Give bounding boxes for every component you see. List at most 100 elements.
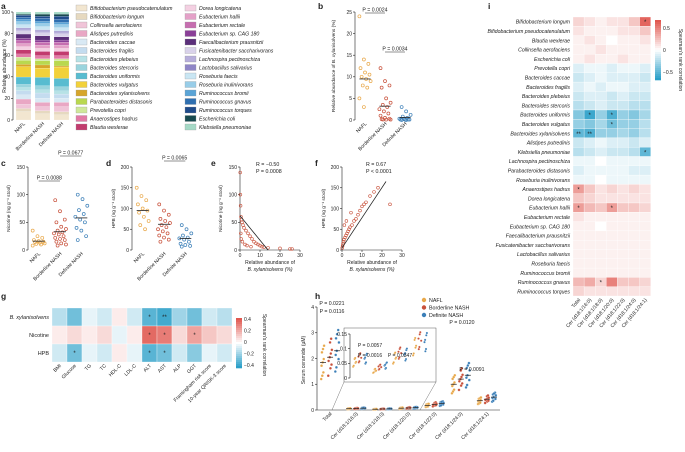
heatmap-cell xyxy=(639,267,651,278)
data-point xyxy=(146,219,151,223)
data-point xyxy=(329,366,332,370)
data-point xyxy=(405,347,409,350)
p-value-label: P = 0.0221 xyxy=(319,301,344,307)
stacked-bar-segment xyxy=(53,86,70,91)
colorbar-tick-label: −0.5 xyxy=(663,70,673,76)
significance-marker: * xyxy=(644,150,647,156)
data-point xyxy=(360,204,364,209)
colorbar-segment xyxy=(655,24,661,27)
heatmap-cell xyxy=(639,184,651,194)
data-point xyxy=(184,227,189,232)
data-point xyxy=(59,224,64,229)
y-tick-label: 0 xyxy=(344,376,347,382)
data-point xyxy=(464,386,468,389)
heatmap-cell xyxy=(595,54,607,64)
colorbar-segment xyxy=(655,32,661,35)
data-point xyxy=(384,96,388,101)
p-value-label: P = 0.0120 xyxy=(449,320,474,326)
data-point xyxy=(142,214,146,219)
panel-label-b: b xyxy=(318,1,323,11)
heatmap-cell xyxy=(639,26,651,36)
heatmap-cell xyxy=(583,221,596,232)
row-label: Bacteroides fragilis xyxy=(526,85,570,91)
legend-label: NAFL xyxy=(429,298,443,304)
heatmap-cell xyxy=(201,343,218,363)
data-point xyxy=(320,364,323,368)
stacked-bar-segment xyxy=(34,55,51,59)
data-point xyxy=(465,366,469,370)
y-tick-label: 0 xyxy=(7,118,10,124)
row-label: Roseburia faecis xyxy=(531,261,570,267)
stacked-bar-segment xyxy=(53,22,70,25)
heatmap-cell xyxy=(639,156,651,166)
stacked-bar-segment xyxy=(15,98,32,105)
heatmap-cell xyxy=(628,230,640,241)
data-point xyxy=(368,194,372,198)
data-point xyxy=(134,185,139,190)
stacked-bar-segment xyxy=(15,90,32,95)
stacked-bar-segment xyxy=(34,32,51,36)
data-point xyxy=(356,213,360,217)
p-value-label: P = 0.0034 xyxy=(382,47,407,53)
data-point xyxy=(491,399,495,403)
data-point xyxy=(372,190,376,194)
y-tick-label: 0.05 xyxy=(337,361,347,367)
heatmap-cell xyxy=(639,63,651,73)
heatmap-cell xyxy=(606,100,618,111)
heatmap-cell xyxy=(617,100,629,111)
data-point xyxy=(467,378,471,382)
heatmap-cell xyxy=(628,16,640,27)
heatmap-cell xyxy=(617,128,629,139)
y-tick-label: 100 xyxy=(17,192,26,198)
data-point xyxy=(78,217,82,222)
heatmap-cell xyxy=(628,72,640,83)
y-tick-label: 0 xyxy=(336,248,339,254)
data-point xyxy=(74,226,79,230)
data-point xyxy=(349,210,353,215)
heatmap-cell xyxy=(595,258,607,269)
legend-label: Alistipes putredinis xyxy=(89,32,134,38)
p-value-label: P = 0.0091 xyxy=(459,367,484,373)
data-point xyxy=(290,247,294,251)
heatmap-cell xyxy=(111,307,128,327)
data-point xyxy=(348,406,352,410)
y-tick-label: 3 xyxy=(311,331,314,337)
colorbar-segment xyxy=(655,62,661,65)
heatmap-cell xyxy=(628,100,640,111)
column-label: HDL-C xyxy=(108,363,123,378)
stacked-bar-segment xyxy=(15,33,32,39)
stat-label: R = 0.67 xyxy=(366,162,386,168)
stacked-bar-segment xyxy=(34,42,51,46)
data-point xyxy=(460,366,464,370)
stacked-bar-segment xyxy=(34,30,51,33)
legend-swatch xyxy=(184,123,197,131)
legend-label: Eubacterium sp. CAG 180 xyxy=(199,32,259,38)
heatmap-cell xyxy=(606,258,618,269)
row-label: Parabacteroides distasonis xyxy=(508,168,571,174)
colorbar-segment xyxy=(236,348,242,351)
stacked-bar-segment xyxy=(34,110,51,114)
heatmap-cell xyxy=(606,137,618,148)
data-point xyxy=(165,231,170,236)
colorbar-segment xyxy=(236,358,242,361)
heatmap-cell xyxy=(606,165,618,176)
y-tick-label: 100 xyxy=(121,206,130,212)
data-point xyxy=(354,356,357,360)
data-point xyxy=(420,339,423,342)
significance-marker: * xyxy=(148,333,151,339)
colorbar-tick-label: 0 xyxy=(244,340,247,346)
heatmap-cell xyxy=(583,147,596,157)
data-point xyxy=(79,228,84,233)
heatmap-cell xyxy=(606,240,618,250)
data-point xyxy=(483,401,487,405)
heatmap-cell xyxy=(595,193,607,204)
heatmap-cell xyxy=(572,63,585,73)
significance-marker: * xyxy=(193,333,196,339)
significance-marker: * xyxy=(611,122,614,128)
data-point xyxy=(380,117,385,122)
heatmap-cell xyxy=(595,91,607,101)
y-tick-label: 100 xyxy=(229,192,238,198)
stacked-bar-segment xyxy=(34,16,51,19)
colorbar-label: Spearman's rank correlation xyxy=(261,314,267,377)
heatmap-cell xyxy=(583,267,596,278)
